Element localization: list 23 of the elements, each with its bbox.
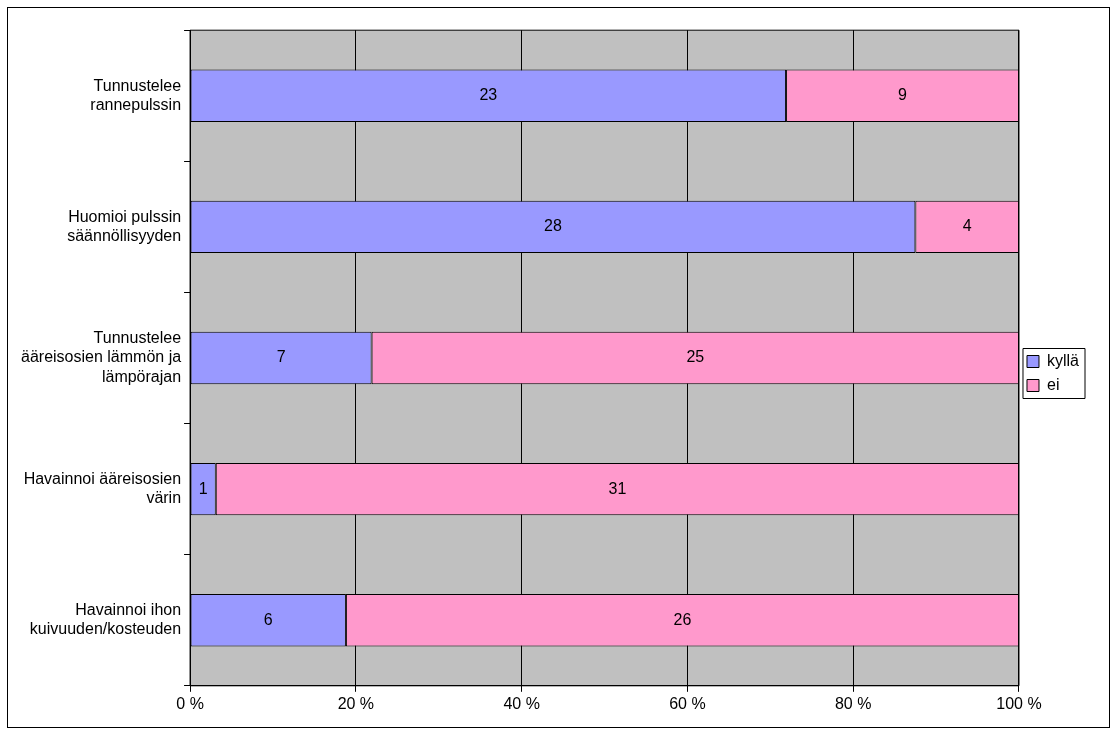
annotation: 7 [276,348,286,366]
x-tick-label: 20 % [337,694,375,712]
annotation: 23 [479,86,498,104]
annotation: 28 [544,217,562,235]
annotation: 26 [673,610,692,628]
x-tick-label: 0 % [176,694,204,712]
legend-label: ei [1046,375,1060,393]
y-tick-label: Havainnoi ääreisosien värin [23,469,182,507]
annotation: 4 [962,217,972,235]
annotation: 9 [898,86,908,104]
annotation: 6 [263,610,273,628]
y-tick-label: Tunnustelee ääreisosien lämmön ja lämpörajan [21,329,182,385]
y-tick-label: Havainnoi ihon kuivuuden/kosteuden [29,601,182,638]
legend-label: kyllä [1046,351,1080,369]
annotation: 31 [608,479,627,497]
x-tick-label: 60 % [669,694,706,712]
y-tick-label: Tunnustelee rannepulssin [90,76,182,113]
x-tick-label: 100 % [996,694,1042,712]
annotation: 1 [198,479,208,497]
x-tick-label: 80 % [834,694,872,712]
annotation: 25 [686,348,705,366]
x-tick-label: 40 % [503,694,540,712]
y-tick-label: Huomioi pulssin säännöllisyyden [67,207,182,244]
